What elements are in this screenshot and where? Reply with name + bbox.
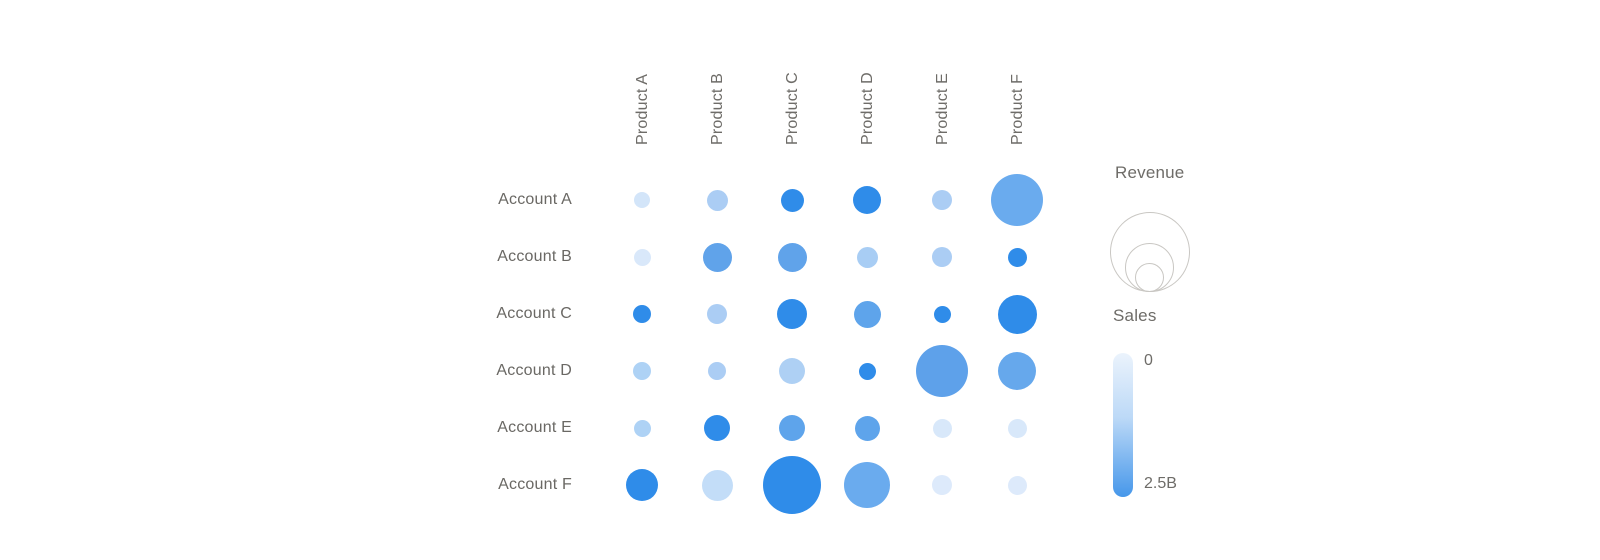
bubble-account-f-product-f[interactable] <box>1007 475 1027 495</box>
bubble-account-c-product-a[interactable] <box>633 305 651 323</box>
bubble-account-d-product-b[interactable] <box>708 362 726 380</box>
legend-revenue-circle-small <box>1135 263 1164 292</box>
bubble-account-a-product-a[interactable] <box>634 192 650 208</box>
bubble-account-a-product-b[interactable] <box>706 189 728 211</box>
bubble-account-e-product-e[interactable] <box>932 418 952 438</box>
bubble-account-d-product-f[interactable] <box>998 352 1036 390</box>
bubble-account-f-product-b[interactable] <box>701 469 733 501</box>
bubble-account-a-product-e[interactable] <box>932 190 952 210</box>
bubble-account-e-product-b[interactable] <box>704 415 730 441</box>
bubble-account-a-product-f[interactable] <box>991 174 1043 226</box>
bubble-account-a-product-d[interactable] <box>853 186 881 214</box>
bubble-account-b-product-a[interactable] <box>633 248 651 266</box>
legend-sales-max-label: 2.5B <box>1144 475 1177 492</box>
bubble-account-e-product-d[interactable] <box>854 415 880 441</box>
bubble-account-c-product-d[interactable] <box>853 300 881 328</box>
legend-sales-title: Sales <box>1113 306 1157 325</box>
bubble-account-b-product-d[interactable] <box>856 246 878 268</box>
bubble-account-b-product-b[interactable] <box>702 242 732 272</box>
bubble-account-f-product-a[interactable] <box>626 469 658 501</box>
bubble-account-f-product-c[interactable] <box>763 456 821 514</box>
bubble-account-b-product-e[interactable] <box>932 247 952 267</box>
bubble-account-d-product-a[interactable] <box>633 362 651 380</box>
y-axis-label-account-a: Account A <box>498 191 572 208</box>
bubble-account-f-product-e[interactable] <box>932 475 952 495</box>
y-axis-label-account-b: Account B <box>497 248 572 265</box>
legend-revenue-title: Revenue <box>1115 163 1185 182</box>
legend-sales-gradient-bar <box>1113 353 1133 497</box>
y-axis-label-account-d: Account D <box>496 362 572 379</box>
bubble-account-d-product-c[interactable] <box>779 358 805 384</box>
bubble-account-d-product-e[interactable] <box>916 345 968 397</box>
bubble-account-a-product-c[interactable] <box>780 188 804 212</box>
x-axis-label-product-f: Product F <box>1008 73 1025 145</box>
bubble-account-b-product-f[interactable] <box>1007 247 1027 267</box>
bubble-account-c-product-c[interactable] <box>777 299 807 329</box>
legend-sales-min-label: 0 <box>1144 352 1153 369</box>
bubble-account-b-product-c[interactable] <box>777 242 807 272</box>
bubble-account-e-product-f[interactable] <box>1007 418 1027 438</box>
bubble-account-c-product-b[interactable] <box>707 304 727 324</box>
bubble-account-f-product-d[interactable] <box>844 462 890 508</box>
bubble-account-e-product-a[interactable] <box>633 419 651 437</box>
bubble-account-c-product-f[interactable] <box>997 294 1037 334</box>
bubble-account-d-product-d[interactable] <box>858 362 876 380</box>
y-axis-label-account-e: Account E <box>497 419 572 436</box>
y-axis-label-account-c: Account C <box>496 305 572 322</box>
y-axis-label-account-f: Account F <box>498 476 572 493</box>
bubble-account-e-product-c[interactable] <box>779 415 805 441</box>
bubble-account-c-product-e[interactable] <box>933 305 951 323</box>
